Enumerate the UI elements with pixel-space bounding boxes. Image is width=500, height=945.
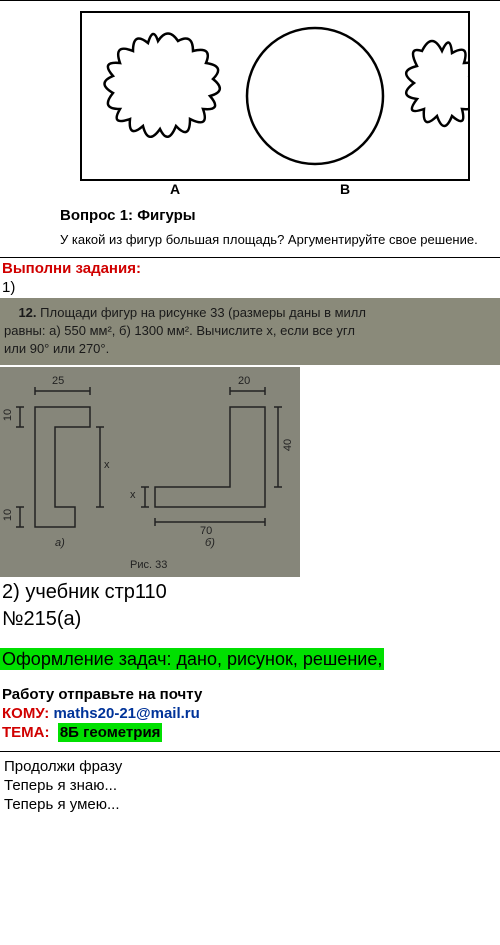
mail-to-label: КОМУ: <box>2 705 49 722</box>
tb-line2a: равны: а) 550 мм², б) 1300 мм². Вычислит… <box>4 323 355 338</box>
task-2-line2: №215(а) <box>2 608 500 631</box>
dim-20: 20 <box>238 375 250 387</box>
mail-to-value: maths20-21@mail.ru <box>53 705 199 722</box>
mail-block: Работу отправьте на почту КОМУ: maths20-… <box>2 686 500 741</box>
reflection-block: Продолжи фразу Теперь я знаю... Теперь я… <box>4 758 500 813</box>
dim-10-bot: 10 <box>2 508 14 520</box>
reflection-know: Теперь я знаю... <box>4 777 500 794</box>
label-a-diag: а) <box>55 537 65 549</box>
figures-panel <box>80 11 470 181</box>
figure-33-diagram: 25 10 x 10 а) 20 40 70 x б) Рис. 33 <box>0 367 300 577</box>
fig-caption: Рис. 33 <box>130 559 167 571</box>
label-b: В <box>340 181 350 197</box>
tasks-heading: Выполни задания: <box>2 260 500 277</box>
dim-70: 70 <box>200 525 212 537</box>
blob-c-icon <box>402 21 470 171</box>
question-title: Вопрос 1: Фигуры <box>60 207 500 224</box>
question-text: У какой из фигур большая площадь? Аргуме… <box>60 232 500 247</box>
dim-40: 40 <box>282 438 294 450</box>
tb-line2b: или 90° или 270°. <box>4 341 109 356</box>
mail-subj-label: ТЕМА: <box>2 724 50 741</box>
format-requirements: Оформление задач: дано, рисунок, решение… <box>0 648 384 670</box>
mail-send: Работу отправьте на почту <box>2 686 500 703</box>
circle-b-icon <box>240 21 390 171</box>
figure-labels: А В <box>80 181 470 197</box>
dim-x1: x <box>104 459 110 471</box>
dim-25: 25 <box>52 375 64 387</box>
label-b-diag: б) <box>205 537 215 549</box>
task-2-line1: 2) учебник стр110 <box>2 581 500 604</box>
tb-line1: Площади фигур на рисунке 33 (размеры дан… <box>40 305 366 320</box>
reflection-can: Теперь я умею... <box>4 796 500 813</box>
tb-num: 12. <box>18 305 36 320</box>
label-a: А <box>170 181 180 197</box>
dim-x2: x <box>130 489 136 501</box>
textbook-excerpt: 12. Площади фигур на рисунке 33 (размеры… <box>0 298 500 365</box>
blob-a-icon <box>88 21 228 171</box>
reflection-head: Продолжи фразу <box>4 758 500 775</box>
task-1-number: 1) <box>2 279 500 296</box>
mail-subj-value: 8Б геометрия <box>58 723 163 742</box>
dim-10-top: 10 <box>2 408 14 420</box>
